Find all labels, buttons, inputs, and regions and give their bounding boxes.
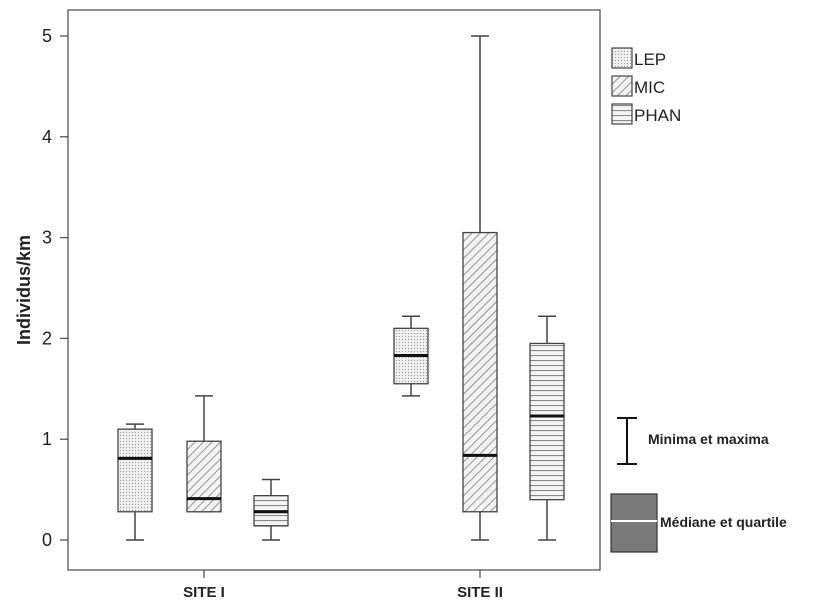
y-axis-title: Individus/km bbox=[14, 235, 34, 345]
y-axis: 0 1 2 3 4 5 bbox=[42, 26, 68, 550]
iqr-box bbox=[117, 428, 153, 513]
x-category-label: SITE II bbox=[457, 584, 503, 601]
key-box-label: Médiane et quartile bbox=[660, 514, 787, 530]
legend: LEP MIC PHAN bbox=[611, 47, 681, 125]
y-tick-label: 3 bbox=[42, 228, 52, 248]
box-phan-2 bbox=[529, 315, 565, 541]
key-box: Médiane et quartile bbox=[610, 493, 787, 553]
box-phan-1 bbox=[253, 478, 289, 541]
y-tick-label: 4 bbox=[42, 127, 52, 147]
legend-label: LEP bbox=[634, 50, 666, 69]
box-lep-2 bbox=[393, 315, 429, 397]
legend-label: PHAN bbox=[634, 106, 681, 125]
box-series bbox=[117, 35, 565, 541]
y-tick-label: 5 bbox=[42, 26, 52, 46]
y-tick-label: 1 bbox=[42, 429, 52, 449]
key-box-rect bbox=[610, 493, 658, 553]
legend-key: Minima et maxima Médiane et quartile bbox=[610, 417, 787, 553]
box-mic-2 bbox=[462, 35, 498, 541]
legend-label: MIC bbox=[634, 78, 665, 97]
plot-frame bbox=[67, 9, 601, 571]
x-category-label: SITE I bbox=[183, 584, 225, 601]
legend-swatch bbox=[611, 103, 633, 125]
box-mic-1 bbox=[186, 395, 222, 513]
iqr-box bbox=[462, 231, 498, 513]
key-whisker-label: Minima et maxima bbox=[648, 431, 769, 447]
iqr-box bbox=[529, 342, 565, 501]
y-tick-label: 2 bbox=[42, 328, 52, 348]
legend-swatch bbox=[611, 47, 633, 69]
legend-item-lep: LEP bbox=[611, 47, 666, 69]
legend-swatch bbox=[611, 75, 633, 97]
x-axis: SITE I SITE II bbox=[183, 570, 503, 601]
iqr-box bbox=[186, 440, 222, 513]
key-whisker: Minima et maxima bbox=[617, 417, 769, 465]
y-tick-label: 0 bbox=[42, 530, 52, 550]
legend-item-mic: MIC bbox=[611, 75, 665, 97]
legend-item-phan: PHAN bbox=[611, 103, 681, 125]
box-lep-1 bbox=[117, 423, 153, 541]
